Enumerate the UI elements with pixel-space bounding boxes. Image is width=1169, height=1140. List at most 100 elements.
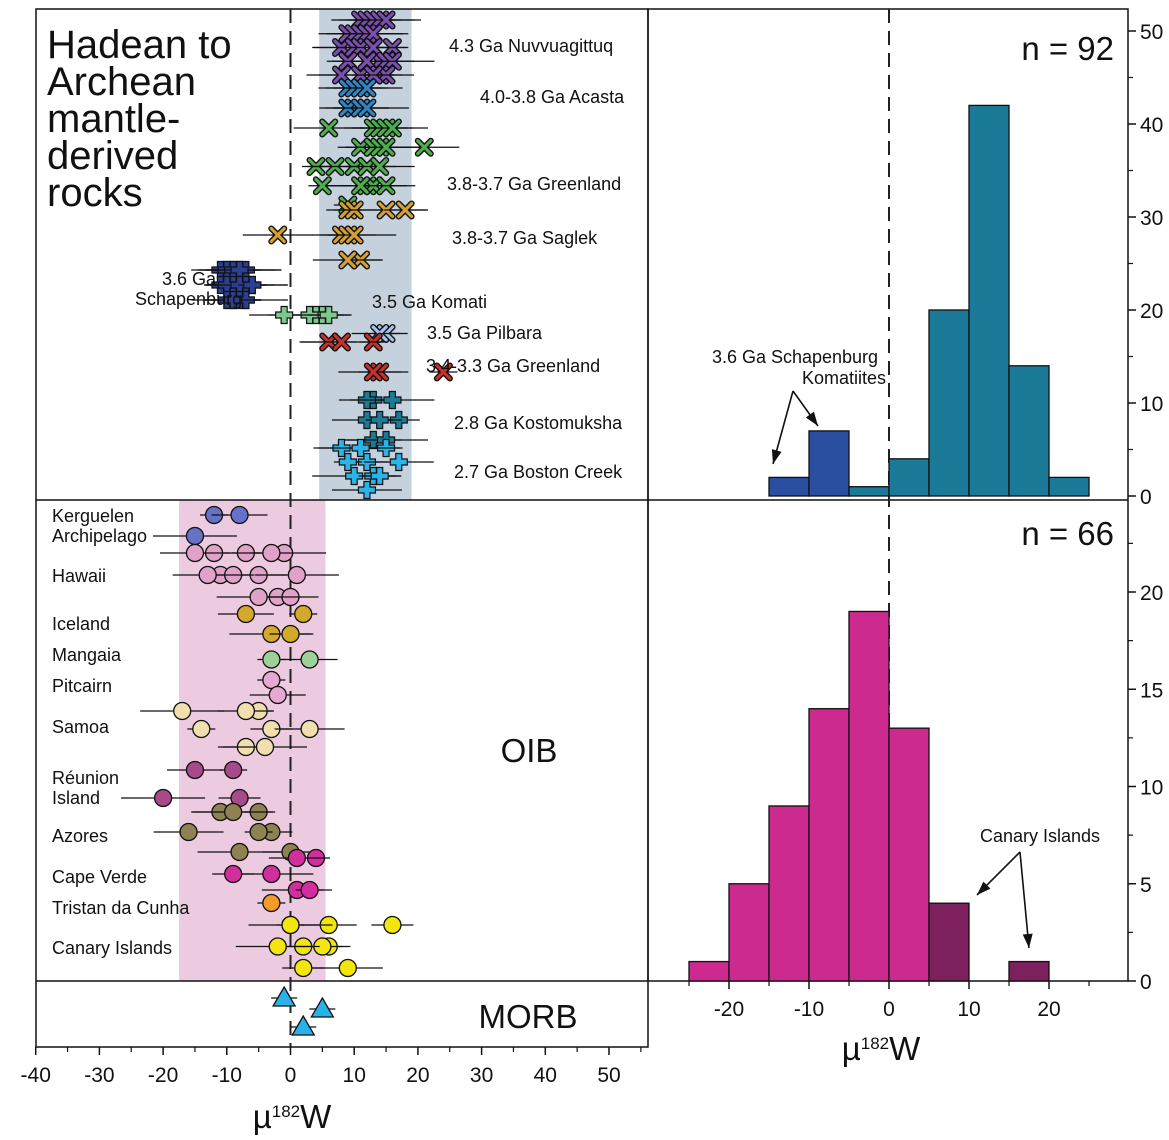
hist-bar [928, 902, 970, 982]
y-tick-label: 50 [1140, 21, 1163, 44]
series-label: Canary Islands [52, 938, 172, 958]
point [249, 587, 268, 607]
point [365, 363, 382, 381]
x-tick-label: 40 [534, 1064, 557, 1087]
point [370, 410, 389, 430]
section-label-oib: OIB [501, 732, 558, 769]
x-tick-label: 10 [957, 998, 980, 1021]
callout-arrowhead [977, 881, 991, 895]
x-tick-label: -20 [148, 1064, 178, 1087]
point [281, 624, 300, 644]
series-label: Cape Verde [52, 867, 147, 887]
y-tick-label: 10 [1140, 777, 1163, 800]
hist-bar [688, 960, 730, 982]
series-oib-8 [212, 848, 332, 900]
point [236, 604, 256, 624]
point [262, 543, 281, 563]
series-label: Réunion [52, 768, 119, 788]
hist-bar [888, 458, 930, 497]
series-oib-0 [152, 505, 268, 546]
series-oib-6 [121, 760, 261, 808]
series-label: 3.8-3.7 Ga Saglek [452, 228, 598, 248]
point [192, 719, 211, 739]
point [377, 11, 395, 29]
point [287, 848, 307, 868]
point [230, 842, 249, 862]
series-oib-1 [159, 543, 339, 607]
hist-bar [768, 476, 810, 497]
point [389, 452, 408, 472]
series-oib-9 [257, 893, 286, 913]
point [268, 685, 287, 705]
point [310, 996, 335, 1018]
series-label: Pitcairn [52, 676, 112, 696]
hist-bar [1008, 365, 1050, 497]
point [358, 99, 376, 117]
callout-label: 3.6 Ga Schapenburg [712, 347, 878, 367]
point [281, 915, 300, 935]
hist-bar [728, 883, 770, 982]
hist-bar [808, 430, 850, 497]
y-tick-label: 20 [1140, 582, 1163, 605]
point [319, 305, 338, 325]
series-archean-1 [318, 78, 409, 118]
y-tick-label: 0 [1140, 486, 1152, 509]
point [333, 333, 350, 351]
point [236, 701, 256, 721]
title-line: Archean [47, 60, 196, 104]
series-archean-3 [242, 200, 429, 270]
point [224, 760, 243, 780]
point [262, 864, 281, 884]
point [269, 226, 286, 244]
point [224, 802, 243, 822]
hist-bar [928, 309, 970, 497]
point [320, 119, 337, 137]
hist-bar [1008, 960, 1050, 982]
series-label: Hawaii [52, 566, 106, 586]
x-axis-label-right: µ182W [842, 1030, 921, 1067]
count-annotation: n = 92 [1021, 30, 1114, 67]
point [346, 226, 363, 244]
series-label: Island [52, 788, 100, 808]
point [300, 880, 319, 900]
series-morb [271, 985, 336, 1036]
hist-bar [768, 805, 810, 982]
x-tick-label: 10 [343, 1064, 366, 1087]
series-oib-10 [235, 915, 414, 978]
series-archean-7 [299, 332, 458, 382]
point [416, 139, 433, 156]
x-tick-label: 20 [406, 1064, 429, 1087]
series-label: 3.8-3.7 Ga Greenland [447, 174, 621, 194]
point [153, 788, 173, 808]
y-tick-label: 40 [1140, 114, 1163, 137]
x-tick-label: -10 [794, 998, 824, 1021]
y-tick-label: 30 [1140, 207, 1163, 230]
point [345, 466, 364, 486]
x-tick-label: 0 [285, 1064, 297, 1087]
point [243, 275, 262, 295]
x-tick-label: -30 [84, 1064, 114, 1087]
point [262, 650, 281, 669]
point [300, 650, 319, 669]
x-tick-label: 20 [1037, 998, 1060, 1021]
callout-label: Canary Islands [980, 826, 1100, 846]
title-line: rocks [47, 171, 143, 215]
series-label: 2.7 Ga Boston Creek [454, 462, 623, 482]
point [272, 985, 297, 1007]
point [287, 565, 307, 585]
point [268, 937, 287, 956]
hist-bar [848, 486, 890, 497]
point [230, 505, 249, 525]
section-label-morb: MORB [479, 998, 578, 1035]
point [338, 958, 357, 978]
x-tick-label: 0 [883, 998, 895, 1021]
y-tick-label: 0 [1140, 971, 1152, 994]
point [365, 39, 382, 56]
series-oib-2 [217, 604, 318, 644]
series-archean-4 [191, 260, 288, 310]
series-label: Kerguelen [52, 506, 134, 526]
point [255, 737, 275, 757]
point [365, 25, 382, 42]
series-label: 3.4-3.3 Ga Greenland [426, 356, 600, 376]
